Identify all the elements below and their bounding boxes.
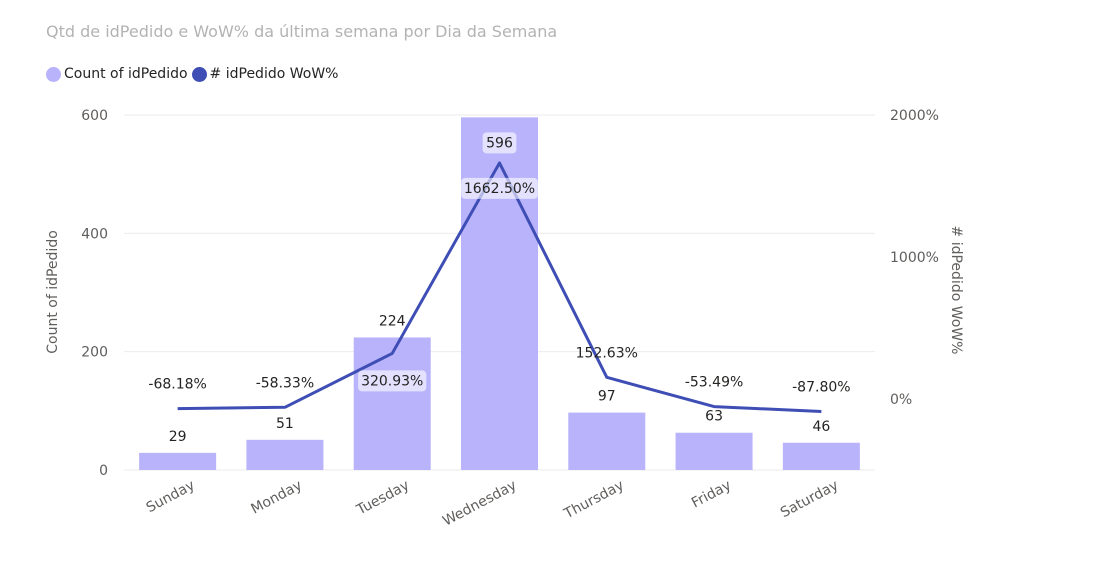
x-tick-label: Friday (689, 477, 734, 511)
x-tick-label: Monday (248, 477, 304, 517)
left-axis-label: Count of idPedido (45, 230, 61, 354)
legend-item-wow[interactable]: # idPedido WoW% (191, 66, 339, 82)
line-data-label: -53.49% (685, 375, 743, 391)
line-data-label-group: -87.80% (792, 379, 850, 395)
bar (139, 452, 217, 470)
data-labels: 29 51 224 596 97 63 46 -68.18% -58.33% 320.93% 166… (148, 132, 851, 445)
bar-data-label-group: 224 (379, 313, 406, 329)
legend-label-count: Count of idPedido (64, 66, 188, 82)
bar-data-label: 46 (812, 419, 830, 435)
right-axis-ticks: 0% 1000% 2000% (890, 108, 939, 408)
y2-tick-label: 2000% (890, 108, 939, 124)
y-tick-label: 600 (81, 108, 108, 124)
x-tick-label: Thursday (561, 477, 627, 522)
line-series (177, 161, 822, 413)
line-data-label: 320.93% (361, 373, 423, 389)
bar (782, 442, 860, 470)
bar (675, 432, 753, 470)
line-data-label-bg (358, 370, 427, 392)
bar-data-label: 97 (598, 389, 616, 405)
bar-data-label: 29 (169, 429, 187, 445)
bar (568, 412, 646, 470)
bar-data-label-bg (482, 132, 517, 154)
line-data-label-group: -58.33% (256, 375, 314, 391)
bar-data-label: 51 (276, 416, 294, 432)
line-series-path (177, 161, 822, 413)
y-tick-label: 400 (81, 226, 108, 242)
line-data-label-group: -53.49% (685, 375, 743, 391)
bar (353, 337, 431, 470)
bar-data-label-group: 46 (812, 419, 830, 435)
line-data-label-group: 152.63% (576, 345, 638, 361)
y2-tick-label: 0% (890, 392, 912, 408)
y-tick-label: 0 (99, 463, 108, 479)
x-tick-label: Sunday (144, 477, 198, 516)
chart-title: Qtd de idPedido e WoW% da última semana … (46, 22, 558, 41)
right-axis-label: # idPedido WoW% (948, 226, 964, 355)
x-tick-label: Saturday (778, 477, 841, 521)
legend-label-wow: # idPedido WoW% (209, 66, 339, 82)
bar-data-label-group: 51 (276, 416, 294, 432)
x-tick-label: Tuesday (353, 477, 412, 518)
bar (246, 439, 324, 470)
bar-data-label: 224 (379, 313, 406, 329)
bar-data-label-group: 63 (705, 409, 723, 425)
bar-data-label-group: 97 (598, 389, 616, 405)
line-data-label-group: -68.18% (148, 377, 206, 393)
bar-data-label: 596 (486, 135, 513, 151)
line-data-label-bg (461, 177, 538, 199)
line-data-label-group: 1662.50% (461, 177, 538, 199)
legend-swatch-wow (191, 66, 207, 82)
category-axis-ticks: Sunday Monday Tuesday Wednesday Thursday Frid… (144, 477, 841, 529)
line-data-label: 1662.50% (464, 181, 535, 197)
legend-item-count[interactable]: Count of idPedido (46, 66, 188, 82)
bar-data-label-group: 29 (169, 429, 187, 445)
y2-tick-label: 1000% (890, 250, 939, 266)
line-data-label: -87.80% (792, 379, 850, 395)
legend-swatch-count (46, 66, 61, 82)
bar (461, 117, 538, 470)
bar-series (139, 117, 860, 470)
line-data-label: -58.33% (256, 375, 314, 391)
bar-data-label-group: 596 (482, 132, 517, 154)
bar-data-label: 63 (705, 409, 723, 425)
y-tick-label: 200 (81, 345, 108, 361)
legend: Count of idPedido # idPedido WoW% (46, 66, 342, 82)
line-data-label-group: 320.93% (358, 370, 427, 392)
left-axis-ticks: 0 200 400 600 (81, 108, 108, 479)
line-data-label: -68.18% (148, 377, 206, 393)
line-data-label: 152.63% (576, 345, 638, 361)
x-tick-label: Wednesday (440, 477, 519, 529)
